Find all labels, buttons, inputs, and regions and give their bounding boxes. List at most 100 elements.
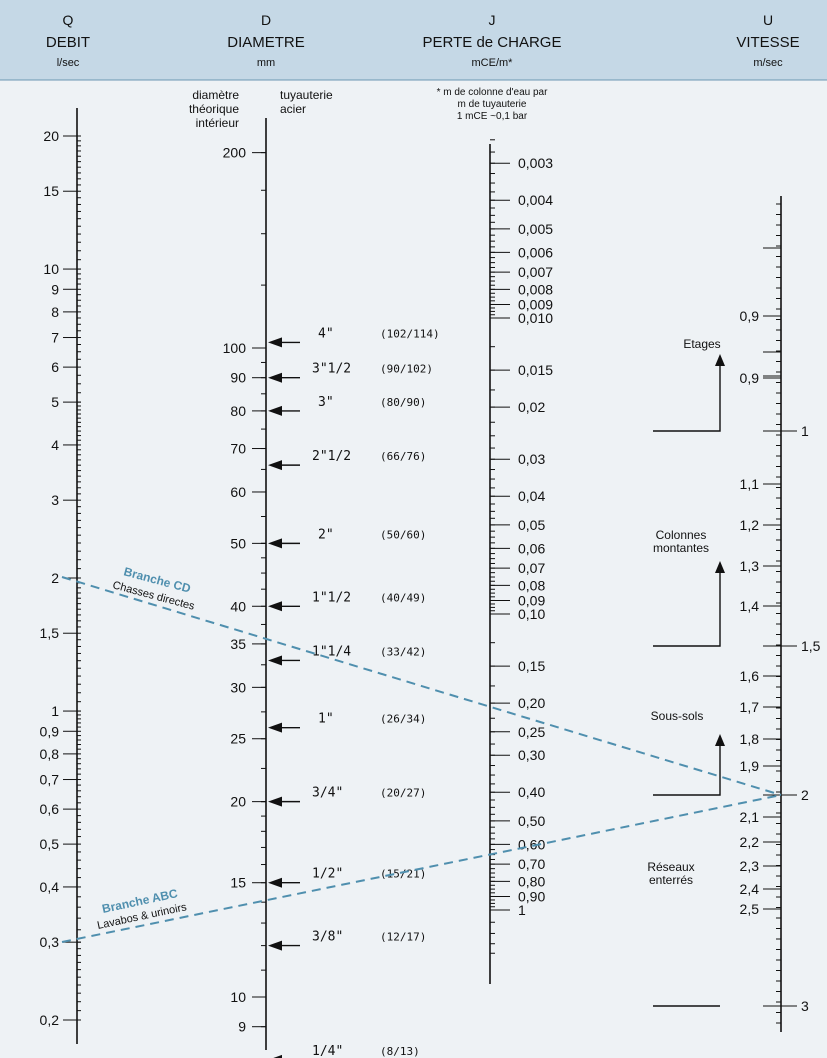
j-tick-label: 0,005 [518,221,553,237]
j-header-title: PERTE de CHARGE [423,34,562,51]
pipe-size-label: 3" [318,395,334,410]
d-tick-label: 10 [230,989,246,1005]
d-tick-label: 15 [230,875,246,891]
j-tick-label: 0,20 [518,695,545,711]
j-note-line-1: * m de colonne d'eau par [437,87,549,98]
d-tick-label: 90 [230,370,246,386]
d-heading-steel-1: tuyauterie [280,88,333,102]
q-tick-label: 0,4 [40,879,60,895]
d-tick-label: 50 [230,535,246,551]
j-tick-label: 0,40 [518,784,545,800]
pipe-pointer-arrow [268,796,282,807]
q-tick-label: 0,8 [40,746,60,762]
u-left-label: 2,4 [740,881,760,897]
d-tick-label: 40 [230,598,246,614]
zones: Etages Colonnes montantes Sous-sols Rése… [647,337,725,1007]
q-header-letter: Q [63,12,74,28]
d-tick-label: 20 [230,794,246,810]
d-header-letter: D [261,12,271,28]
j-tick-label: 0,006 [518,244,553,260]
pipe-dims-label: (20/27) [380,787,426,800]
pipe-dims-label: (66/76) [380,450,426,463]
j-tick-label: 0,07 [518,560,545,576]
q-tick-label: 1,5 [40,625,60,641]
pipe-pointer-arrow [268,601,282,612]
pipe-size-label: 1"1/2 [312,590,351,605]
pipe-size-label: 1/2" [312,867,343,882]
branches: Branche CD Chasses directes Branche ABC … [61,564,782,943]
pipe-dims-label: (8/13) [380,1045,420,1058]
q-tick-label: 0,2 [40,1012,60,1028]
j-tick-label: 0,09 [518,592,545,608]
q-tick-label: 2 [51,570,59,586]
pipe-size-label: 3/8" [312,930,343,945]
d-tick-label: 9 [238,1019,246,1035]
q-tick-label: 0,3 [40,934,60,950]
d-tick-label: 200 [223,145,247,161]
pipe-dims-label: (40/49) [380,591,426,604]
j-tick-label: 0,02 [518,399,545,415]
pipe-size-label: 4" [318,326,334,341]
d-heading-steel-2: acier [280,102,306,116]
q-tick-label: 0,9 [40,723,60,739]
pipe-pointer-arrow [268,722,282,733]
pipe-dims-label: (15/21) [380,868,426,881]
j-tick-label: 0,007 [518,264,553,280]
pipe-pointer-arrow [268,655,282,666]
j-tick-label: 0,004 [518,192,553,208]
d-tick-label: 30 [230,679,246,695]
q-tick-label: 0,7 [40,772,60,788]
zone-etages-bracket [653,361,721,432]
q-tick-label: 0,6 [40,801,60,817]
header-band: Q DEBIT l/sec D DIAMETRE mm J PERTE de C… [0,0,827,81]
zone-colonnes-label: Colonnes [656,528,707,542]
j-tick-label: 0,04 [518,488,545,504]
q-tick-label: 4 [51,437,59,453]
j-tick-label: 0,30 [518,747,545,763]
d-tick-label: 70 [230,441,246,457]
d-header-title: DIAMETRE [227,34,305,51]
q-tick-label: 8 [51,304,59,320]
q-header-title: DEBIT [46,34,90,51]
zone-colonnes-label-2: montantes [653,541,709,555]
q-tick-label: 1 [51,703,59,719]
j-note: * m de colonne d'eau par m de tuyauterie… [437,87,549,122]
q-tick-label: 10 [43,261,59,277]
u-left-label: 1,8 [740,731,760,747]
j-tick-label: 0,25 [518,724,545,740]
j-tick-label: 0,08 [518,577,545,593]
u-header-unit: m/sec [753,57,783,69]
pipe-pointer-arrow [268,405,282,416]
j-tick-label: 0,008 [518,281,553,297]
d-tick-label: 25 [230,731,246,747]
j-tick-label: 0,009 [518,296,553,312]
j-note-line-2: m de tuyauterie [458,99,527,110]
pipe-size-label: 1/4" [312,1044,343,1058]
pipe-size-label: 2" [318,527,334,542]
d-heading-theoretical-1: diamètre [192,88,239,102]
j-tick-label: 0,003 [518,155,553,171]
q-tick-label: 9 [51,281,59,297]
u-left-label: 1,9 [740,758,760,774]
zone-etages-arrow [715,354,725,366]
u-right-label: 2 [801,787,809,803]
j-tick-label: 0,90 [518,888,545,904]
d-header-unit: mm [257,57,275,69]
j-tick-label: 0,10 [518,606,545,622]
pipe-dims-label: (12/17) [380,931,426,944]
u-right-label: 1,5 [801,638,821,654]
pipe-size-label: 1"1/4 [312,644,351,659]
d-scale: 200 100 90 80 70 60 50 40 35 30 25 20 15 10 9 4" (102/11… [223,118,440,1058]
branch-cd-line [61,576,782,796]
u-left-label: 1,6 [740,668,760,684]
pipe-dims-label: (90/102) [380,363,433,376]
pipe-size-label: 1" [318,712,334,727]
d-headings: diamètre théorique intérieur tuyauterie … [189,88,333,130]
pipe-pointer-arrow [268,372,282,383]
u-header-title: VITESSE [736,34,799,51]
u-left-label: 1,7 [740,699,760,715]
q-tick-label: 6 [51,359,59,375]
d-tick-label: 35 [230,636,246,652]
zone-reseaux-label-2: enterrés [649,873,693,887]
